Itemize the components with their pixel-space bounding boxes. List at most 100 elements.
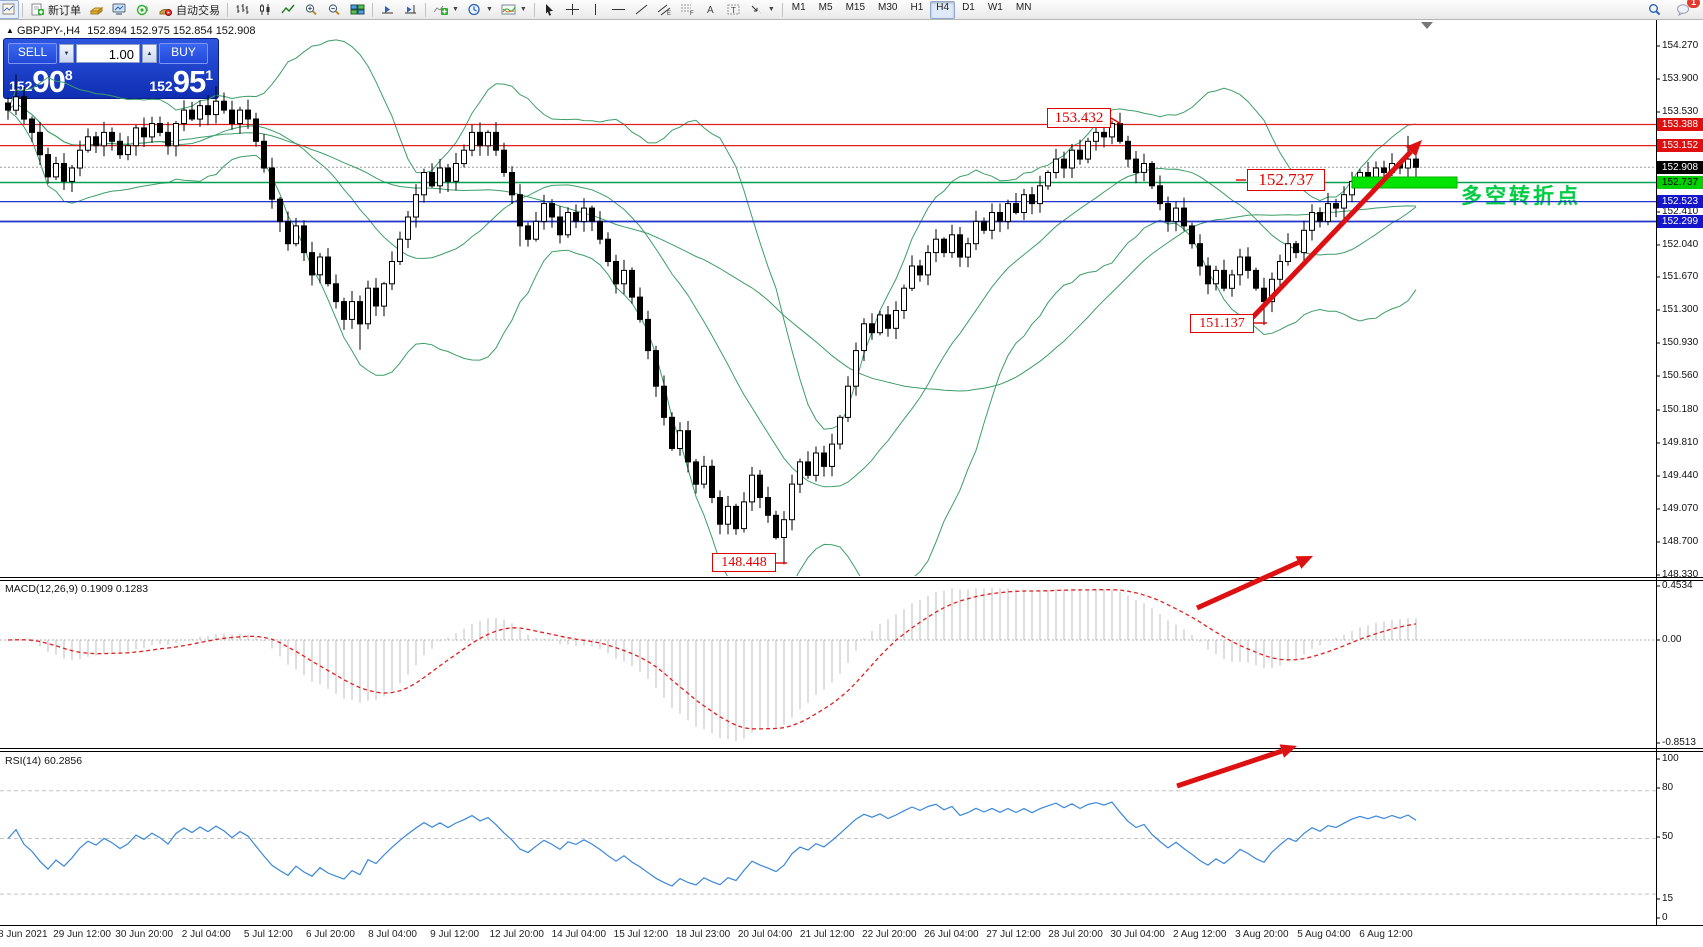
terminal-button[interactable] [108,0,131,19]
bull-bear-pivot-note[interactable]: 多空转折点 [1461,184,1581,208]
templates-button[interactable]: ▼ [497,0,531,19]
indicators-caret: ▼ [452,6,459,13]
auto-trading-label: 自动交易 [176,4,220,17]
time-axis-label: 5 Aug 04:00 [1297,929,1351,940]
arrow-objects-icon [751,5,761,14]
time-axis-label: 27 Jul 12:00 [986,929,1041,940]
price-annotation-151.137[interactable]: 151.137 [1190,314,1254,333]
price-badge-153.388: 153.388 [1657,117,1703,131]
new-order-button[interactable]: 新订单 [26,0,85,19]
zoom-out-button[interactable] [323,0,346,19]
rsi-scale-tick: 0 [1662,912,1668,923]
timeframe-row: M1 M5 M15 M30 H1 H4 D1 W1 MN [786,0,1038,19]
rsi-scale-tick: 80 [1662,782,1674,793]
zoom-in-icon [305,4,317,16]
new-order-icon [31,3,44,16]
strategy-tester-icon [136,4,149,16]
price-tick: 152.410 [1662,206,1699,217]
zoom-in-button[interactable] [300,0,323,19]
rsi-scale-tick: 15 [1662,893,1674,904]
text-label-icon: T [727,4,740,15]
periods-caret: ▼ [485,6,493,13]
timeframe-W1[interactable]: W1 [987,1,1003,13]
auto-trading-button[interactable]: 自动交易 [154,0,224,19]
zoom-out-icon [328,4,340,16]
indicators-button[interactable]: ▼ [429,0,463,19]
periods-button[interactable]: ▼ [463,0,497,19]
chart-shift-button[interactable] [399,0,422,19]
bar-chart-button[interactable] [231,0,254,19]
price-tick: 154.270 [1662,40,1699,51]
channel-tool-button[interactable]: E [653,0,676,19]
chat-bubble-icon [1677,4,1689,16]
templates-caret: ▼ [519,6,527,13]
timeframe-M15[interactable]: M15 [845,1,866,13]
time-axis-label: 28 Jul 20:00 [1048,929,1103,940]
time-axis-label: 2 Aug 12:00 [1173,929,1227,940]
fibonacci-tool-button[interactable]: F [676,0,699,19]
svg-text:F: F [690,11,694,16]
tile-windows-icon [350,4,365,15]
time-axis-label: 30 Jul 04:00 [1110,929,1165,940]
arrows-caret: ▼ [767,6,775,13]
time-axis-label: 5 Jul 12:00 [243,929,293,940]
timeframe-M30[interactable]: M30 [878,1,898,13]
notifications-button[interactable]: 1 [1672,0,1700,19]
main-chart-area[interactable] [0,20,1656,577]
price-tick: 151.670 [1662,271,1699,282]
crosshair-tool-button[interactable] [561,0,584,19]
price-annotation-152.737[interactable]: 152.737 [1247,169,1325,191]
candlestick-chart-button[interactable] [254,0,277,19]
price-tick: 150.560 [1662,370,1699,381]
market-watch-button[interactable] [85,0,108,19]
periods-clock-icon [468,3,480,16]
vertical-line-icon [594,4,596,15]
timeframe-H4[interactable]: H4 [930,0,956,19]
timeframe-MN[interactable]: MN [1015,1,1032,13]
rsi-pane[interactable] [0,752,1656,925]
indicators-icon [433,5,448,15]
trendline-tool-button[interactable] [630,0,653,19]
chart-ohlc-values: 152.894 152.975 152.854 152.908 [87,25,256,37]
text-icon: A [707,5,714,16]
timeframe-M5[interactable]: M5 [818,1,833,13]
price-annotation-148.448[interactable]: 148.448 [712,553,776,572]
toolbar-separator [533,2,535,17]
svg-text:A: A [707,5,714,16]
tile-windows-button[interactable] [346,0,369,19]
timeframe-H1[interactable]: H1 [910,1,924,13]
price-annotation-153.432[interactable]: 153.432 [1047,108,1111,128]
new-chart-button[interactable] [0,0,19,19]
time-axis-label: 20 Jul 04:00 [737,929,793,940]
toolbar-separator [22,2,23,17]
price-badge-152.299: 152.299 [1657,214,1703,228]
terminal-icon [112,3,126,15]
price-tick: 148.330 [1662,569,1699,580]
bar-chart-icon [236,4,249,14]
auto-trading-icon [159,9,172,16]
timeframe-M1[interactable]: M1 [791,1,806,13]
main-toolbar: 新订单 自动交易 ▼ ▼ [0,0,1703,20]
time-axis-label: 18 Jul 23:00 [675,929,731,940]
timeframe-D1[interactable]: D1 [962,1,975,13]
chart-symbol-period: GBPJPY-,H4 [16,25,81,37]
cursor-icon [545,4,553,16]
rsi-scale-tick: 100 [1662,753,1679,764]
macd-scale-tick: -0.8513 [1662,737,1696,748]
line-chart-button[interactable] [277,0,300,19]
rsi-label: RSI(14) 60.2856 [5,755,82,767]
arrows-tool-button[interactable]: ▼ [745,0,779,19]
time-axis-label: 8 Jul 04:00 [368,929,417,940]
auto-scroll-button[interactable] [376,0,399,19]
strategy-tester-button[interactable] [131,0,154,19]
time-axis-label: 9 Jul 12:00 [430,929,480,940]
vertical-line-tool-button[interactable] [584,0,607,19]
macd-pane[interactable] [0,580,1656,748]
horizontal-line-tool-button[interactable] [607,0,630,19]
market-watch-icon [89,7,104,15]
collapse-toolbar-icon[interactable]: ▲ [6,26,14,35]
cursor-tool-button[interactable] [538,0,561,19]
text-tool-button[interactable]: A [699,0,722,19]
label-tool-button[interactable]: T [722,0,745,19]
search-button[interactable] [1643,0,1666,19]
